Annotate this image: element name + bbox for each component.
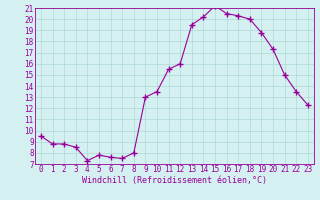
X-axis label: Windchill (Refroidissement éolien,°C): Windchill (Refroidissement éolien,°C) (82, 176, 267, 185)
